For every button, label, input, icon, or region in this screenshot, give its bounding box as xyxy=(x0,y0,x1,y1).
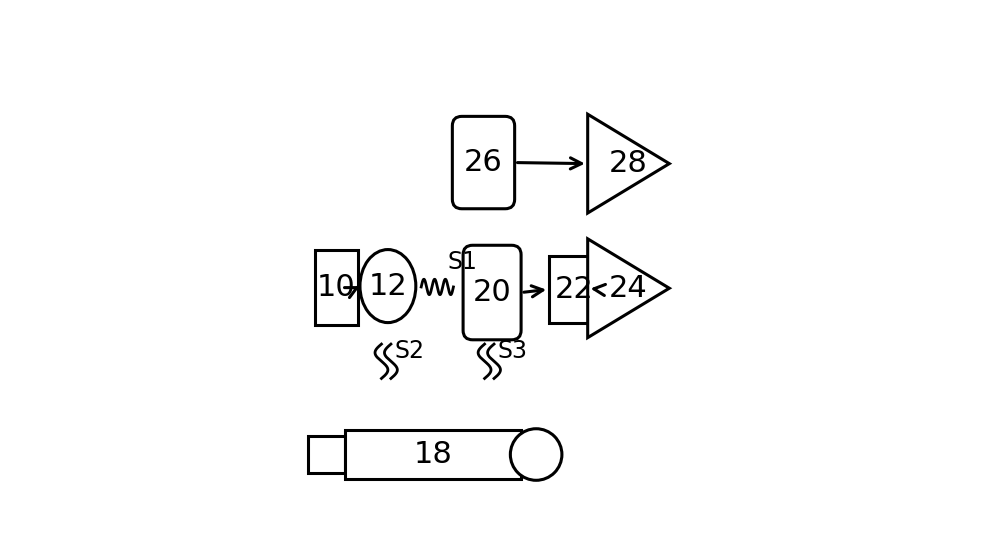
Polygon shape xyxy=(588,239,669,338)
Polygon shape xyxy=(588,114,669,213)
Text: S2: S2 xyxy=(394,339,424,363)
Text: 22: 22 xyxy=(554,275,593,304)
FancyBboxPatch shape xyxy=(452,117,515,209)
Circle shape xyxy=(510,429,562,480)
Text: 20: 20 xyxy=(473,278,511,307)
FancyBboxPatch shape xyxy=(463,246,521,340)
Bar xyxy=(315,249,358,325)
Text: 28: 28 xyxy=(609,149,648,178)
Text: 18: 18 xyxy=(414,440,452,469)
Text: 24: 24 xyxy=(609,274,648,303)
Text: S1: S1 xyxy=(447,251,477,275)
Bar xyxy=(345,430,521,479)
Bar xyxy=(549,256,598,323)
Text: 26: 26 xyxy=(464,148,503,177)
Ellipse shape xyxy=(360,249,416,323)
Text: 12: 12 xyxy=(369,272,407,301)
Text: S3: S3 xyxy=(497,339,527,363)
Bar xyxy=(308,436,345,473)
Text: 10: 10 xyxy=(317,273,356,302)
